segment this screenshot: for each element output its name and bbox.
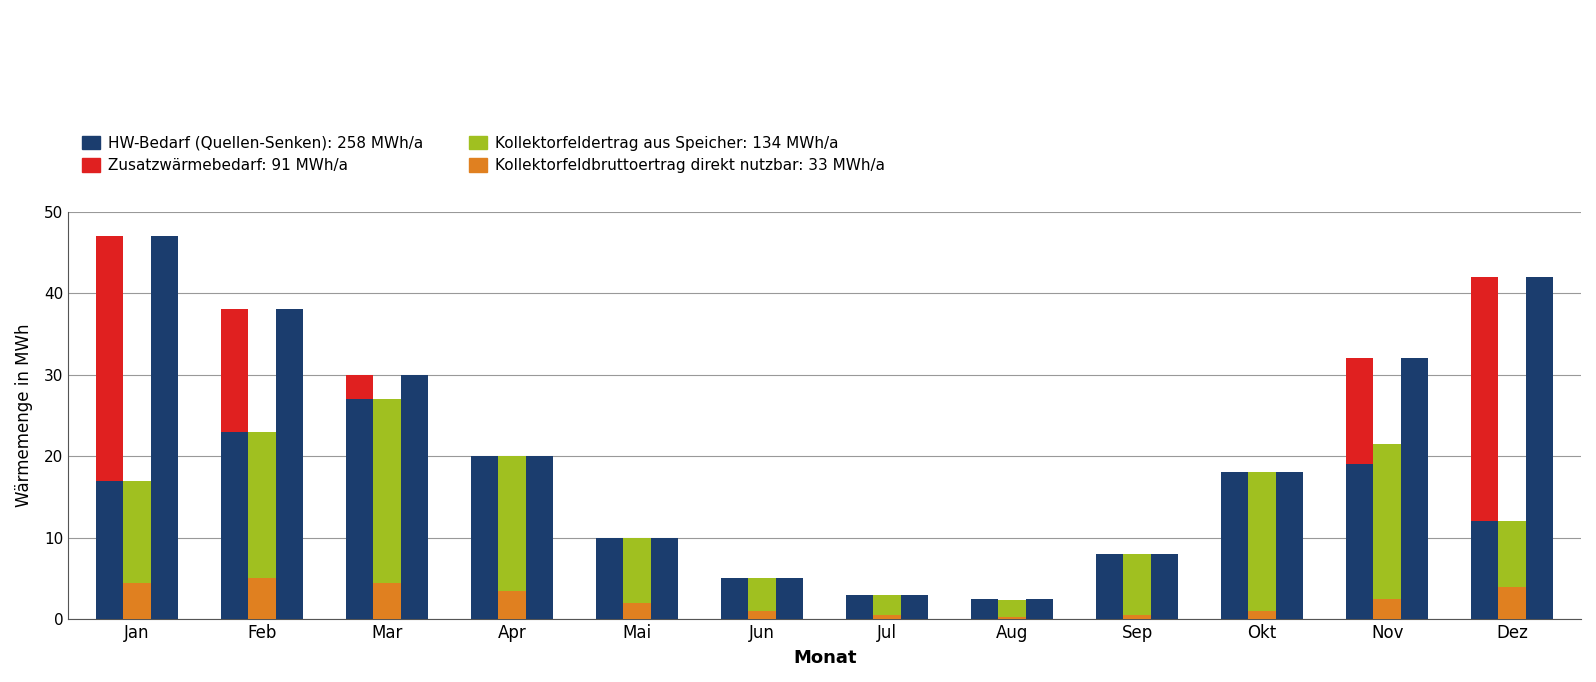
Bar: [96, 481, 123, 619]
Bar: [249, 432, 276, 578]
Bar: [1248, 611, 1275, 619]
Bar: [1472, 277, 1499, 521]
Bar: [999, 600, 1026, 617]
Bar: [498, 456, 527, 591]
Bar: [1374, 599, 1401, 619]
Bar: [1499, 587, 1526, 619]
Bar: [471, 456, 498, 619]
Bar: [1275, 473, 1304, 619]
Bar: [498, 591, 527, 619]
Bar: [1151, 554, 1178, 619]
Bar: [1096, 554, 1124, 619]
Bar: [749, 578, 776, 611]
Bar: [373, 399, 401, 582]
Bar: [1345, 464, 1374, 619]
Bar: [970, 599, 999, 619]
Bar: [401, 374, 428, 619]
Bar: [624, 537, 651, 603]
Bar: [1401, 358, 1428, 619]
Bar: [220, 432, 249, 619]
Bar: [1124, 615, 1151, 619]
Legend: HW-Bedarf (Quellen-Senken): 258 MWh/a, Zusatzwärmebedarf: 91 MWh/a, Kollektorfel: HW-Bedarf (Quellen-Senken): 258 MWh/a, Z…: [77, 130, 891, 179]
Bar: [96, 236, 123, 481]
Bar: [651, 537, 678, 619]
Bar: [595, 537, 624, 619]
Bar: [900, 595, 929, 619]
Bar: [1026, 599, 1053, 619]
Bar: [846, 595, 873, 619]
Bar: [249, 578, 276, 619]
Bar: [1248, 473, 1275, 611]
Bar: [1499, 521, 1526, 587]
Bar: [776, 578, 803, 619]
Bar: [721, 578, 749, 619]
Bar: [527, 456, 554, 619]
Bar: [373, 582, 401, 619]
Bar: [999, 617, 1026, 619]
Bar: [1124, 554, 1151, 615]
Bar: [873, 615, 900, 619]
Bar: [749, 611, 776, 619]
Bar: [1526, 277, 1553, 619]
Bar: [1221, 473, 1248, 619]
X-axis label: Monat: Monat: [793, 649, 857, 667]
Bar: [1374, 444, 1401, 599]
Bar: [220, 310, 249, 432]
Bar: [346, 399, 373, 619]
Bar: [152, 236, 179, 619]
Bar: [624, 603, 651, 619]
Bar: [123, 582, 152, 619]
Bar: [873, 595, 900, 615]
Bar: [123, 481, 152, 582]
Bar: [276, 310, 303, 619]
Bar: [1345, 358, 1374, 464]
Y-axis label: Wärmemenge in MWh: Wärmemenge in MWh: [14, 324, 34, 507]
Bar: [1472, 521, 1499, 619]
Bar: [346, 374, 373, 399]
